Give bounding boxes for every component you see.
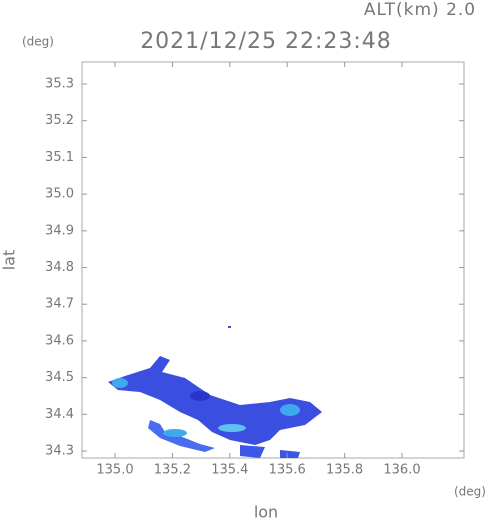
y-unit: (deg) xyxy=(22,35,54,49)
y-tick-label: 35.2 xyxy=(45,113,74,128)
x-tick-label: 135.4 xyxy=(211,463,248,478)
x-tick-label: 135.0 xyxy=(96,463,133,478)
y-tick-label: 35.0 xyxy=(45,187,74,202)
y-tick-label: 35.1 xyxy=(45,150,74,165)
y-tick-label: 34.3 xyxy=(45,444,74,459)
x-tick-label: 135.8 xyxy=(326,463,363,478)
y-tick-label: 35.3 xyxy=(45,77,74,92)
radar-echo xyxy=(108,326,322,458)
y-tick-label: 34.5 xyxy=(45,370,74,385)
y-axis-label: lat xyxy=(0,250,19,271)
x-tick-label: 135.2 xyxy=(154,463,191,478)
y-tick-label: 34.8 xyxy=(45,260,74,275)
x-axis-label: lon xyxy=(254,503,278,521)
y-tick-label: 34.7 xyxy=(45,297,74,312)
x-tick-label: 135.6 xyxy=(269,463,306,478)
y-tick-label: 34.4 xyxy=(45,407,74,422)
y-tick-label: 34.9 xyxy=(45,223,74,238)
chart-title: 2021/12/25 22:23:48 xyxy=(140,29,392,54)
x-unit: (deg) xyxy=(454,485,486,499)
x-tick-label: 136.0 xyxy=(383,463,420,478)
subtitle: ALT(km) 2.0 xyxy=(364,0,476,20)
y-tick-label: 34.6 xyxy=(45,333,74,348)
plot-frame xyxy=(81,61,465,459)
